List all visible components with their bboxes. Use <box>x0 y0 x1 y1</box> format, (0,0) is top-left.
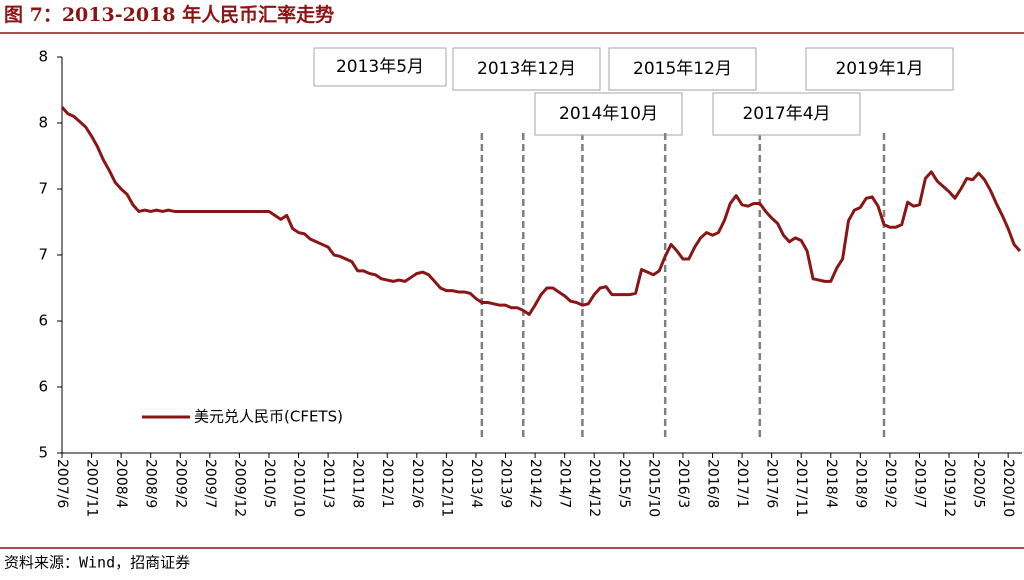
x-tick-label: 2012/11 <box>438 459 454 517</box>
x-tick-label: 2020/5 <box>971 459 987 508</box>
annotation-box <box>712 92 861 136</box>
annotation-label: 2015年12月 <box>633 59 732 79</box>
y-tick-label: 7 <box>38 246 48 264</box>
annotation-box <box>608 47 757 91</box>
x-tick-label: 2016/8 <box>704 459 720 508</box>
x-tick-label: 2013/9 <box>498 459 514 508</box>
annotation-label: 2013年5月 <box>336 57 424 77</box>
annotation-label: 2013年12月 <box>477 59 576 79</box>
annotation-label: 2014年10月 <box>559 104 658 124</box>
x-tick-label: 2017/6 <box>764 459 780 508</box>
x-tick-label: 2018/4 <box>823 459 839 508</box>
annotation-box <box>805 47 954 91</box>
annotation-label: 2017年4月 <box>742 104 830 124</box>
x-tick-label: 2013/4 <box>468 459 484 508</box>
source: 资料来源：Wind，招商证券 <box>4 554 190 572</box>
x-tick-label: 2016/3 <box>675 459 691 508</box>
annotation-box <box>313 47 447 87</box>
x-tick-label: 2014/7 <box>557 459 573 508</box>
x-tick-label: 2014/12 <box>586 459 602 517</box>
x-tick-label: 2019/12 <box>941 459 957 517</box>
x-tick-label: 2009/2 <box>172 459 188 508</box>
x-tick-label: 2017/1 <box>734 459 750 508</box>
x-tick-label: 2015/10 <box>645 459 661 517</box>
x-tick-label: 2011/3 <box>320 459 336 508</box>
x-tick-label: 2012/1 <box>379 459 395 508</box>
x-tick-label: 2009/7 <box>202 459 218 508</box>
x-tick-label: 2020/10 <box>1000 459 1016 517</box>
annotation-box <box>534 92 683 136</box>
y-tick-label: 6 <box>38 378 48 396</box>
x-tick-label: 2019/7 <box>911 459 927 508</box>
series-line <box>60 106 1022 316</box>
legend-label: 美元兑人民币(CFETS) <box>194 408 343 426</box>
x-tick-label: 2019/2 <box>882 459 898 508</box>
y-tick-label: 7 <box>38 180 48 198</box>
x-tick-label: 2015/5 <box>616 459 632 508</box>
x-tick-label: 2011/8 <box>350 459 366 508</box>
x-tick-label: 2007/6 <box>54 459 70 508</box>
y-tick-label: 5 <box>38 444 48 462</box>
x-tick-label: 2012/6 <box>409 459 425 508</box>
x-tick-label: 2018/9 <box>852 459 868 508</box>
annotation-label: 2019年1月 <box>835 59 923 79</box>
y-tick-label: 8 <box>38 48 48 66</box>
y-tick-label: 8 <box>38 114 48 132</box>
x-tick-label: 2007/11 <box>84 459 100 517</box>
x-tick-label: 2010/10 <box>291 459 307 517</box>
chart-title: 图 7：2013-2018 年人民币汇率走势 <box>4 3 334 26</box>
x-tick-label: 2008/4 <box>113 459 129 508</box>
x-tick-label: 2008/9 <box>143 459 159 508</box>
x-tick-label: 2009/12 <box>231 459 247 517</box>
x-tick-label: 2014/2 <box>527 459 543 508</box>
y-tick-label: 6 <box>38 312 48 330</box>
annotation-box <box>452 47 601 91</box>
x-tick-label: 2010/5 <box>261 459 277 508</box>
x-tick-label: 2017/11 <box>793 459 809 517</box>
